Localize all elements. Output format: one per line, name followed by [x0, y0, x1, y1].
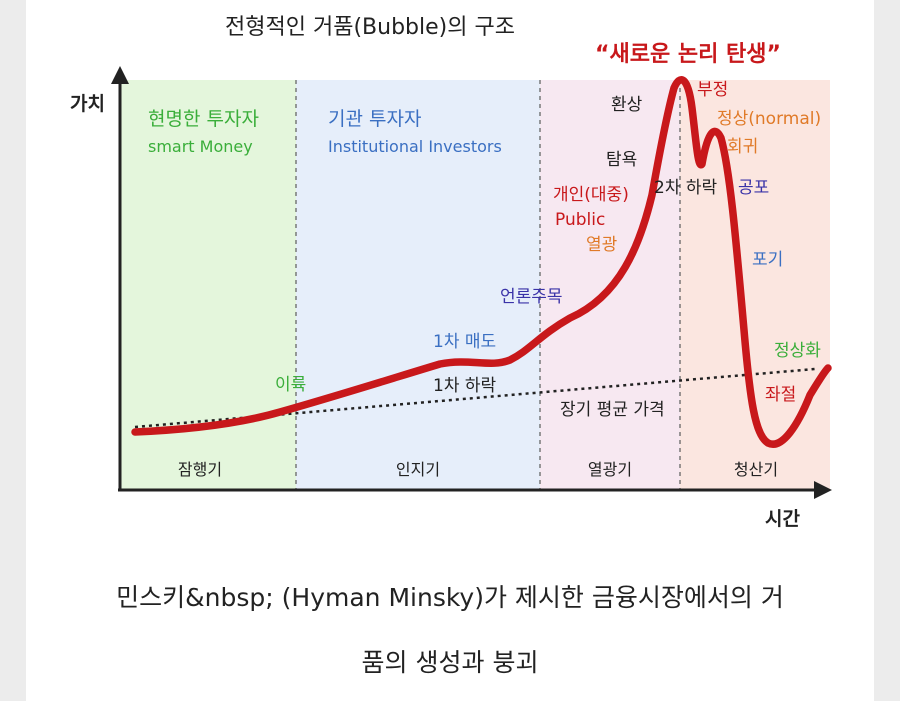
- label-return: 회귀: [727, 137, 758, 157]
- x-axis-label: 시간: [765, 508, 800, 530]
- label-public-ko: 개인(대중): [553, 185, 629, 205]
- stage-label-awareness: 인지기: [396, 460, 440, 479]
- label-enthusiasm: 열광: [586, 235, 617, 255]
- y-axis-label: 가치: [70, 93, 105, 115]
- label-first-sell: 1차 매도: [433, 332, 496, 352]
- investor-label-smart: 현명한 투자자: [148, 108, 259, 130]
- caption-line-2: 품의 생성과 붕괴: [361, 648, 539, 677]
- investor-label-smart-en: smart Money: [148, 137, 253, 156]
- label-back-to-normal: 정상(normal): [717, 109, 821, 129]
- label-profit-taking: 이륙: [275, 375, 306, 395]
- label-first-drop: 1차 하락: [433, 376, 496, 396]
- investor-label-institutional-en: Institutional Investors: [328, 137, 502, 156]
- label-normalization: 정상화: [774, 341, 821, 361]
- x-axis-arrow: [814, 481, 832, 499]
- label-long-term-average: 장기 평균 가격: [560, 400, 665, 420]
- zone-stealth: [120, 80, 296, 490]
- label-capitulation: 포기: [752, 250, 783, 270]
- y-axis-arrow: [111, 66, 129, 84]
- label-greed: 탐욕: [606, 150, 637, 170]
- label-second-drop: 2차 하락: [654, 178, 717, 198]
- stage-label-mania: 열광기: [588, 460, 632, 479]
- label-denial: 부정: [697, 80, 728, 100]
- bubble-curve: [131, 75, 832, 448]
- stage-label-blowoff: 청산기: [734, 460, 778, 479]
- bubble-structure-diagram: 전형적인 거품(Bubble)의 구조 “새로운 논리 탄생” 가치 시간 현명…: [70, 15, 832, 530]
- label-despair: 좌절: [765, 385, 796, 405]
- label-media: 언론주목: [500, 287, 563, 307]
- label-delusion: 환상: [611, 95, 643, 115]
- label-fear: 공포: [738, 178, 769, 198]
- stage-label-stealth: 잠행기: [178, 460, 222, 479]
- caption-line-1: 민스키&nbsp; (Hyman Minsky)가 제시한 금융시장에서의 거: [116, 583, 784, 612]
- investor-label-institutional: 기관 투자자: [328, 108, 421, 130]
- headline: “새로운 논리 탄생”: [595, 42, 781, 67]
- zone-awareness: [296, 80, 540, 490]
- label-public-en: Public: [555, 210, 605, 230]
- diagram-title: 전형적인 거품(Bubble)의 구조: [225, 15, 515, 40]
